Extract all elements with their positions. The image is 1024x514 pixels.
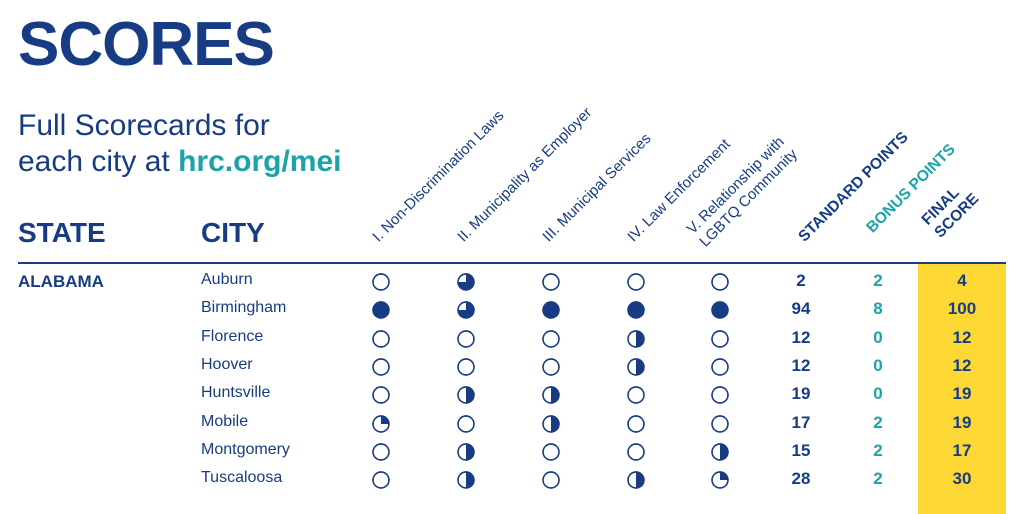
category-3-score-icon bbox=[542, 329, 560, 348]
bonus-points-value: 0 bbox=[873, 384, 883, 404]
state-column-header: STATE bbox=[18, 217, 106, 248]
bonus-points-value: 2 bbox=[873, 412, 883, 432]
bonus-points-value: 0 bbox=[873, 355, 883, 375]
final-score-value: 30 bbox=[952, 469, 972, 489]
standard-points-value: 15 bbox=[791, 440, 811, 460]
category-3-score-icon bbox=[542, 443, 560, 461]
category-1-score-icon bbox=[372, 301, 390, 319]
city-name: Birmingham bbox=[201, 299, 287, 317]
subtitle-prefix: each city at bbox=[18, 145, 170, 178]
category-3-score-icon bbox=[542, 273, 560, 291]
standard-points-value: 19 bbox=[791, 384, 811, 404]
table-row: Florence 12 0 12 bbox=[0, 325, 1024, 353]
table-row: Montgomery 15 2 17 bbox=[0, 438, 1024, 466]
table-row: Hoover 12 0 12 bbox=[0, 353, 1024, 381]
category-5-score-icon bbox=[711, 329, 729, 348]
category-2-score-icon bbox=[457, 358, 475, 376]
standard-points-value: 28 bbox=[791, 469, 811, 489]
city-name: Tuscaloosa bbox=[201, 469, 283, 487]
city-name: Mobile bbox=[201, 412, 249, 430]
category-4-score-icon bbox=[627, 414, 645, 433]
category-2-score-icon bbox=[457, 386, 475, 404]
category-3-score-icon bbox=[542, 386, 560, 404]
subtitle: Full Scorecards for each city at hrc.org… bbox=[18, 108, 341, 180]
table-row: Birmingham 94 8 100 bbox=[0, 296, 1024, 324]
standard-points-value: 94 bbox=[791, 299, 811, 319]
header-divider bbox=[18, 262, 1006, 264]
category-1-score-icon bbox=[372, 443, 390, 461]
category-3-score-icon bbox=[542, 471, 560, 489]
category-1-score-icon bbox=[372, 329, 390, 348]
final-score-value: 100 bbox=[947, 299, 977, 319]
subtitle-line-2: each city at hrc.org/mei bbox=[18, 144, 341, 180]
page-title: SCORES bbox=[18, 10, 275, 79]
city-name: Huntsville bbox=[201, 384, 271, 402]
city-name: Auburn bbox=[201, 271, 253, 288]
category-4-score-icon bbox=[627, 273, 645, 291]
bonus-points-value: 8 bbox=[873, 299, 883, 319]
category-3-score-icon bbox=[542, 301, 560, 319]
category-4-score-icon bbox=[627, 471, 645, 489]
category-2-score-icon bbox=[457, 273, 475, 291]
final-score-value: 12 bbox=[952, 327, 972, 347]
category-5-score-icon bbox=[711, 301, 729, 319]
table-row: Mobile 17 2 19 bbox=[0, 410, 1024, 438]
standard-points-value: 12 bbox=[791, 355, 811, 375]
final-score-value: 19 bbox=[952, 384, 972, 404]
city-name: Florence bbox=[201, 327, 264, 345]
category-1-score-icon bbox=[372, 386, 390, 404]
category-4-score-icon bbox=[627, 358, 645, 376]
standard-points-header: STANDARD POINTS bbox=[795, 128, 912, 246]
category-1-score-icon bbox=[372, 358, 390, 376]
category-3-score-icon bbox=[542, 358, 560, 376]
standard-points-value: 17 bbox=[791, 412, 811, 432]
table-row: Auburn 2 2 4 bbox=[0, 268, 1024, 296]
category-5-score-icon bbox=[711, 273, 729, 291]
standard-points-value: 2 bbox=[796, 271, 806, 290]
category-5-score-icon bbox=[711, 414, 729, 433]
final-score-value: 4 bbox=[957, 271, 967, 290]
final-score-highlight bbox=[918, 264, 1006, 514]
category-2-score-icon bbox=[457, 414, 475, 433]
category-1-score-icon bbox=[372, 471, 390, 489]
table-row: Huntsville 19 0 19 bbox=[0, 381, 1024, 409]
city-name: Hoover bbox=[201, 355, 253, 373]
category-4-score-icon bbox=[627, 301, 645, 319]
state-name: ALABAMA bbox=[18, 272, 104, 291]
bonus-points-value: 2 bbox=[873, 469, 883, 489]
scorecard-link[interactable]: hrc.org/mei bbox=[178, 145, 342, 178]
subtitle-line-1: Full Scorecards for bbox=[18, 109, 270, 142]
category-1-score-icon bbox=[372, 414, 390, 433]
standard-points-value: 12 bbox=[791, 327, 811, 347]
city-name: Montgomery bbox=[201, 440, 290, 458]
category-5-score-icon bbox=[711, 386, 729, 404]
category-4-score-icon bbox=[627, 443, 645, 461]
category-5-score-icon bbox=[711, 471, 729, 489]
category-2-score-icon bbox=[457, 301, 475, 319]
category-3-score-icon bbox=[542, 414, 560, 433]
category-5-score-icon bbox=[711, 358, 729, 376]
category-2-score-icon bbox=[457, 329, 475, 348]
category-1-score-icon bbox=[372, 273, 390, 291]
category-5-score-icon bbox=[711, 443, 729, 461]
final-score-value: 17 bbox=[952, 440, 972, 460]
city-column-header: CITY bbox=[201, 217, 265, 248]
final-score-value: 12 bbox=[952, 355, 972, 375]
category-4-score-icon bbox=[627, 329, 645, 348]
table-row: Tuscaloosa 28 2 30 bbox=[0, 466, 1024, 494]
final-score-value: 19 bbox=[952, 412, 972, 432]
bonus-points-value: 0 bbox=[873, 327, 883, 347]
final-score-header: FINAL SCORE bbox=[919, 178, 983, 242]
bonus-points-value: 2 bbox=[873, 440, 883, 460]
category-2-score-icon bbox=[457, 471, 475, 489]
category-2-score-icon bbox=[457, 443, 475, 461]
category-4-score-icon bbox=[627, 386, 645, 404]
bonus-points-value: 2 bbox=[873, 271, 883, 290]
category-5-header: V. Relationship with LGBTQ Community bbox=[684, 133, 802, 251]
